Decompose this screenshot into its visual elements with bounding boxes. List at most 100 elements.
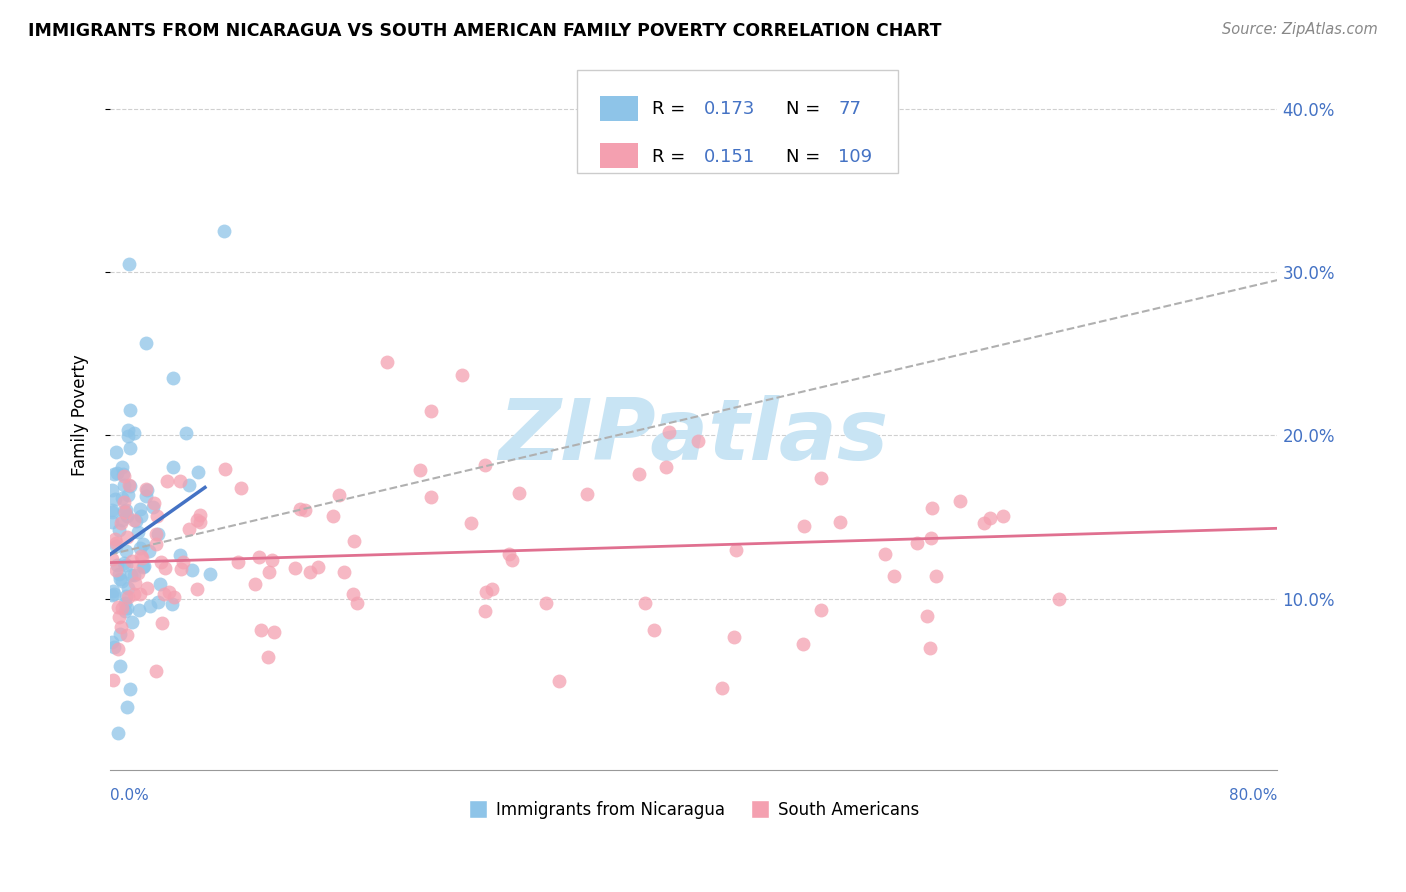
Point [229,481,252,495]
Point [169,549,191,563]
FancyBboxPatch shape [576,70,898,173]
Point [128,603,150,617]
Point [100,515,122,529]
Point [103,467,125,481]
Point [979,510,1001,524]
Point [149,555,172,569]
Point [724,542,747,557]
Point [112,478,135,492]
Point [111,467,134,481]
Point [172,555,194,569]
Point [180,563,202,577]
Point [122,568,145,582]
Point [810,603,832,617]
Point [110,516,132,531]
Point [501,553,523,567]
Point [214,461,236,475]
Point [322,509,344,524]
Bar [600,144,638,169]
Point [122,425,145,440]
Point [918,641,941,656]
Point [174,425,197,440]
Point [129,541,152,555]
Point [212,224,235,238]
Point [576,486,599,500]
Point [114,596,136,610]
Point [101,551,124,566]
Point [104,491,127,506]
Point [949,493,972,508]
Point [299,565,322,579]
Point [508,485,530,500]
Point [188,508,211,523]
Point [460,516,482,530]
Point [186,582,208,596]
Point [288,502,311,516]
Point [409,463,432,477]
Point [810,471,832,485]
Point [115,601,138,615]
Point [633,596,655,610]
Point [177,478,200,492]
Point [111,459,134,474]
Point [131,508,153,523]
Point [107,523,129,537]
Point [108,566,131,581]
Point [110,620,132,634]
Point [115,700,138,714]
Point [101,505,124,519]
Text: 0.151: 0.151 [704,148,755,166]
Point [101,584,124,599]
Point [117,591,139,605]
Point [152,586,174,600]
Point [792,637,814,651]
Point [118,478,141,492]
Text: 109: 109 [838,148,873,166]
Point [107,642,129,657]
Point [118,402,141,417]
Text: R =: R = [652,148,690,166]
Point [146,508,169,523]
Point [112,468,135,483]
Text: ZIPatlas: ZIPatlas [499,394,889,477]
Point [547,674,569,689]
Point [103,640,125,654]
Point [346,596,368,610]
Point [907,536,929,550]
Point [263,625,285,640]
Point [117,581,139,595]
Point [127,566,149,581]
Point [108,572,131,586]
Point [153,560,176,574]
Point [111,601,134,615]
Point [257,565,280,579]
Point [149,576,172,591]
Point [117,628,139,642]
Point [474,604,496,618]
Point [169,475,191,489]
Point [104,536,127,550]
Text: 0.173: 0.173 [704,100,755,119]
Point [177,522,200,536]
Point [132,560,155,574]
Point [187,465,209,479]
Point [114,604,136,618]
Point [120,567,142,582]
Point [125,514,148,528]
Point [135,581,157,595]
Point [108,609,131,624]
Point [163,591,186,605]
Point [260,553,283,567]
Point [100,483,122,497]
Point [920,531,942,545]
Point [793,519,815,533]
Point [333,565,356,579]
Point [420,403,443,417]
Point [135,482,157,496]
Point [162,459,184,474]
Point [129,549,152,563]
Point [186,513,208,527]
Point [139,599,162,613]
Text: N =: N = [786,100,825,119]
Point [107,600,129,615]
